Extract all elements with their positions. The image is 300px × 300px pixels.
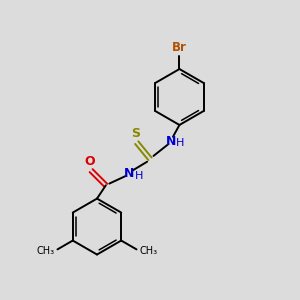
Text: N: N — [124, 167, 135, 180]
Text: CH₃: CH₃ — [140, 246, 158, 256]
Text: Br: Br — [172, 41, 187, 54]
Text: N: N — [165, 135, 176, 148]
Text: H: H — [176, 138, 184, 148]
Text: H: H — [135, 171, 143, 181]
Text: O: O — [84, 155, 95, 168]
Text: CH₃: CH₃ — [36, 246, 55, 256]
Text: S: S — [131, 127, 140, 140]
